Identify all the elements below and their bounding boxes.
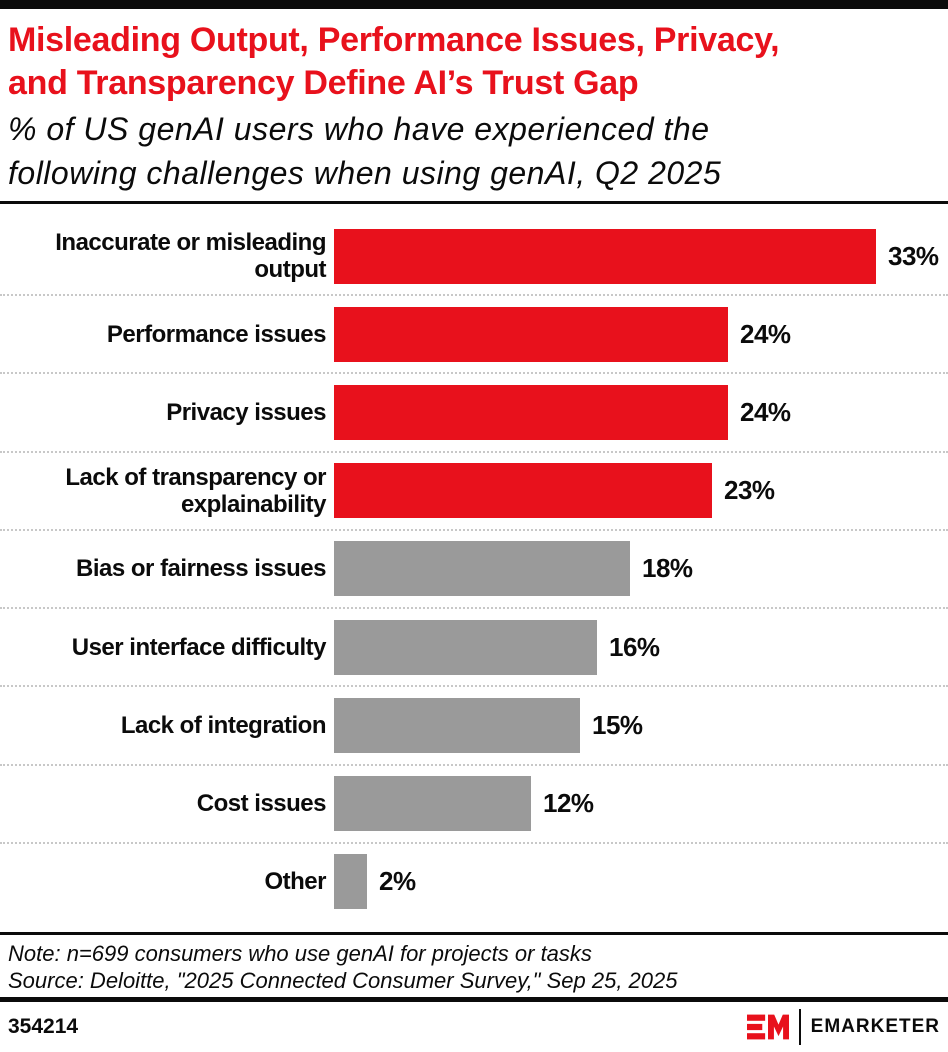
category-label: Lack of integration <box>120 711 327 739</box>
chart-row: Performance issues 24% <box>0 296 948 375</box>
bar-track: 18% <box>334 541 948 597</box>
title-line-1: Misleading Output, Performance Issues, P… <box>8 21 780 59</box>
chart-row: User interface difficulty 16% <box>0 609 948 688</box>
chart-row: Cost issues 12% <box>0 766 948 844</box>
bar-track: 16% <box>334 619 948 675</box>
emarketer-em-mark-icon <box>746 1014 789 1040</box>
bar-track: 15% <box>334 697 948 753</box>
bar <box>334 385 728 441</box>
value-label: 15% <box>592 709 643 740</box>
bar <box>334 228 876 284</box>
value-label: 33% <box>888 240 939 271</box>
bar-track: 2% <box>334 854 948 910</box>
bar <box>334 541 630 597</box>
bar-track: 12% <box>334 776 948 832</box>
subtitle-line-1: % of US genAI users who have experienced… <box>8 111 710 147</box>
logo-divider <box>798 1009 801 1045</box>
bar <box>334 854 367 910</box>
subtitle-line-2: following challenges when using genAI, Q… <box>8 155 722 191</box>
category-label: Bias or fairness issues <box>76 555 326 583</box>
category-label: Performance issues <box>106 320 327 348</box>
chart-row: Inaccurate or misleading output 33% <box>0 218 948 297</box>
bar-track: 33% <box>334 228 948 284</box>
chart-row: Lack of integration 15% <box>0 687 948 766</box>
category-label: Other <box>264 868 326 896</box>
category-label: Inaccurate or misleading output <box>55 229 326 284</box>
source-line: Source: Deloitte, "2025 Connected Consum… <box>8 968 678 993</box>
chart-header: Misleading Output, Performance Issues, P… <box>0 9 948 204</box>
bar <box>334 306 728 362</box>
bar-track: 23% <box>334 463 948 519</box>
chart-row: Other 2% <box>0 844 948 920</box>
top-accent-bar <box>0 0 948 9</box>
value-label: 12% <box>543 788 594 819</box>
bar <box>334 776 531 832</box>
brand-name: EMARKETER <box>810 1016 940 1037</box>
emarketer-logo: EMARKETER <box>746 1009 940 1045</box>
value-label: 23% <box>724 475 775 506</box>
bar <box>334 619 597 675</box>
category-label: User interface difficulty <box>71 633 327 661</box>
chart-row: Bias or fairness issues 18% <box>0 531 948 610</box>
chart-row: Privacy issues 24% <box>0 374 948 453</box>
bar-track: 24% <box>334 385 948 441</box>
category-label: Privacy issues <box>166 399 326 427</box>
chart-subtitle: % of US genAI users who have experienced… <box>8 107 938 195</box>
value-label: 24% <box>740 318 791 349</box>
chart-id: 354214 <box>8 1015 79 1038</box>
category-label: Lack of transparency or explainability <box>65 463 326 518</box>
value-label: 2% <box>379 866 416 897</box>
bar <box>334 463 712 519</box>
footer: 354214 EMARKETER <box>0 1002 948 1052</box>
bar-track: 24% <box>334 306 948 362</box>
value-label: 16% <box>609 631 660 662</box>
bar-chart: Inaccurate or misleading output 33% Perf… <box>0 204 948 932</box>
title-line-2: and Transparency Define AI’s Trust Gap <box>8 64 639 102</box>
value-label: 24% <box>740 397 791 428</box>
footnote: Note: n=699 consumers who use genAI for … <box>0 932 948 1002</box>
bar <box>334 697 580 753</box>
chart-row: Lack of transparency or explainability 2… <box>0 453 948 531</box>
note-line: Note: n=699 consumers who use genAI for … <box>8 941 592 966</box>
value-label: 18% <box>642 553 693 584</box>
category-label: Cost issues <box>196 790 327 818</box>
page-title: Misleading Output, Performance Issues, P… <box>8 19 938 105</box>
